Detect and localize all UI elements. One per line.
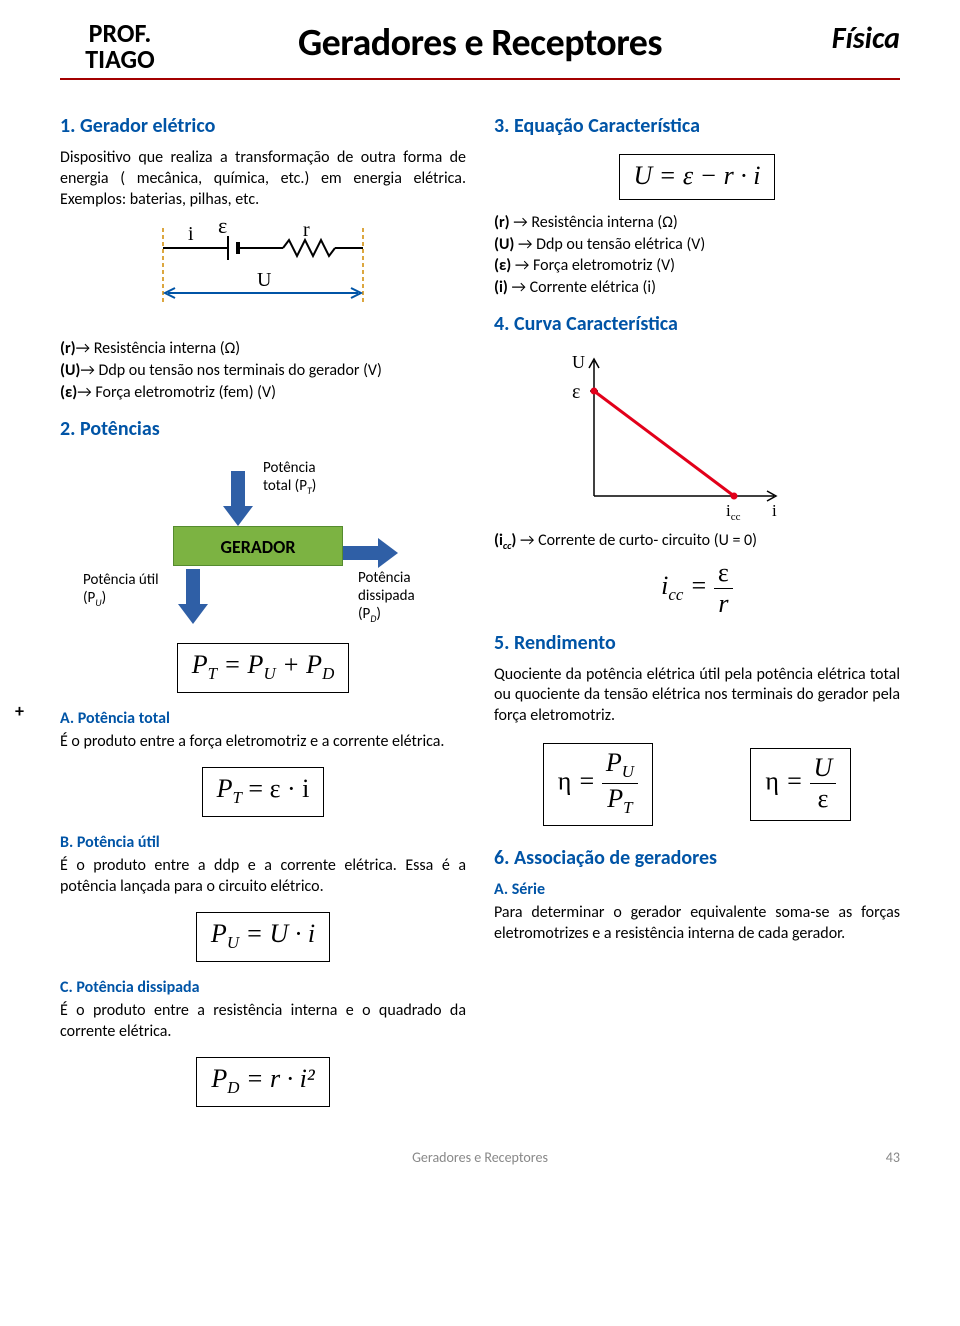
def3-i: (i) → Corrente elétrica (i) — [494, 277, 900, 299]
eq-icc: icc = εr — [494, 560, 900, 617]
subA6-text: Para determinar o gerador equivalente so… — [494, 903, 900, 945]
sec5-text: Quociente da potência elétrica útil pela… — [494, 665, 900, 727]
subA6-heading: A. Série — [494, 880, 900, 899]
arrow-in-icon — [218, 471, 258, 526]
svg-text:i: i — [772, 501, 777, 520]
arrow-out-left-icon — [173, 569, 213, 624]
margin-plus: + — [15, 700, 24, 722]
def-eps: (ε)→ Força eletromotriz (fem) (V) — [60, 382, 466, 404]
right-column: 3. Equação Característica U = ε − r · i … — [494, 100, 900, 1119]
page-title: Geradores e Receptores — [180, 20, 780, 66]
header: PROF. TIAGO Geradores e Receptores Físic… — [60, 20, 900, 72]
eq-characteristic: U = ε − r · i — [494, 148, 900, 206]
gerador-flow-diagram: Potência total (PT) GERADOR Potênc — [73, 451, 453, 631]
def-U: (U)→ Ddp ou tensão nos terminais do gera… — [60, 360, 466, 382]
def3-r: (r) → Resistência interna (Ω) — [494, 212, 900, 234]
svg-text:ε: ε — [572, 381, 580, 403]
circuit-i: i — [188, 223, 194, 245]
eq-pt-sum: PT = PU + PD — [60, 637, 466, 699]
eq-pd: PD = r · i² — [60, 1051, 466, 1113]
footer: Geradores e Receptores 43 — [60, 1149, 900, 1166]
svg-text:U: U — [572, 352, 585, 372]
sec5-heading: 5. Rendimento — [494, 631, 900, 655]
circuit-diagram: i ε r U — [133, 218, 393, 328]
sec3-heading: 3. Equação Característica — [494, 114, 900, 138]
subC-text: É o produto entre a resistência interna … — [60, 1001, 466, 1043]
circuit-r: r — [303, 219, 310, 241]
subA-text: É o produto entre a força eletromotriz e… — [60, 732, 466, 753]
def3-e: (ε) → Força eletromotriz (V) — [494, 255, 900, 277]
icc-def: (icc) → Corrente de curto- circuito (U =… — [494, 530, 900, 553]
gerador-box: GERADOR — [173, 526, 343, 566]
subB-heading: B. Potência útil — [60, 833, 466, 852]
sec1-text: Dispositivo que realiza a transformação … — [60, 148, 466, 210]
subject-label: Física — [780, 20, 900, 57]
subA-heading: A. Potência total — [60, 709, 466, 728]
flow-label-br: Potência dissipada (PD) — [358, 569, 415, 626]
sec2-heading: 2. Potências — [60, 417, 466, 441]
eq-pt: PT = ε · i — [60, 761, 466, 823]
def-r: (r)→ Resistência interna (Ω) — [60, 338, 466, 360]
def3-U: (U) → Ddp ou tensão elétrica (V) — [494, 234, 900, 256]
eta-formulas: η = PUPT η = Uε — [494, 737, 900, 832]
sec6-heading: 6. Associação de geradores — [494, 846, 900, 870]
footer-text: Geradores e Receptores — [412, 1149, 548, 1166]
flow-label-top: Potência total (PT) — [263, 459, 316, 498]
svg-text:icc: icc — [726, 501, 741, 523]
circuit-U: U — [257, 269, 272, 291]
professor-name: PROF. TIAGO — [60, 20, 180, 72]
flow-label-bl: Potência útil (PU) — [83, 571, 159, 610]
circuit-eps: ε — [218, 218, 227, 238]
header-rule — [60, 78, 900, 80]
characteristic-curve: U ε icc i — [554, 346, 794, 526]
arrow-out-right-icon — [343, 533, 398, 573]
prof-line2: TIAGO — [85, 43, 154, 75]
sec1-heading: 1. Gerador elétrico — [60, 114, 466, 138]
sec4-heading: 4. Curva Característica — [494, 312, 900, 336]
subC-heading: C. Potência dissipada — [60, 978, 466, 997]
page-number: 43 — [886, 1149, 900, 1166]
subB-text: É o produto entre a ddp e a corrente elé… — [60, 856, 466, 898]
left-column: 1. Gerador elétrico Dispositivo que real… — [60, 100, 466, 1119]
eq-pu: PU = U · i — [60, 906, 466, 968]
